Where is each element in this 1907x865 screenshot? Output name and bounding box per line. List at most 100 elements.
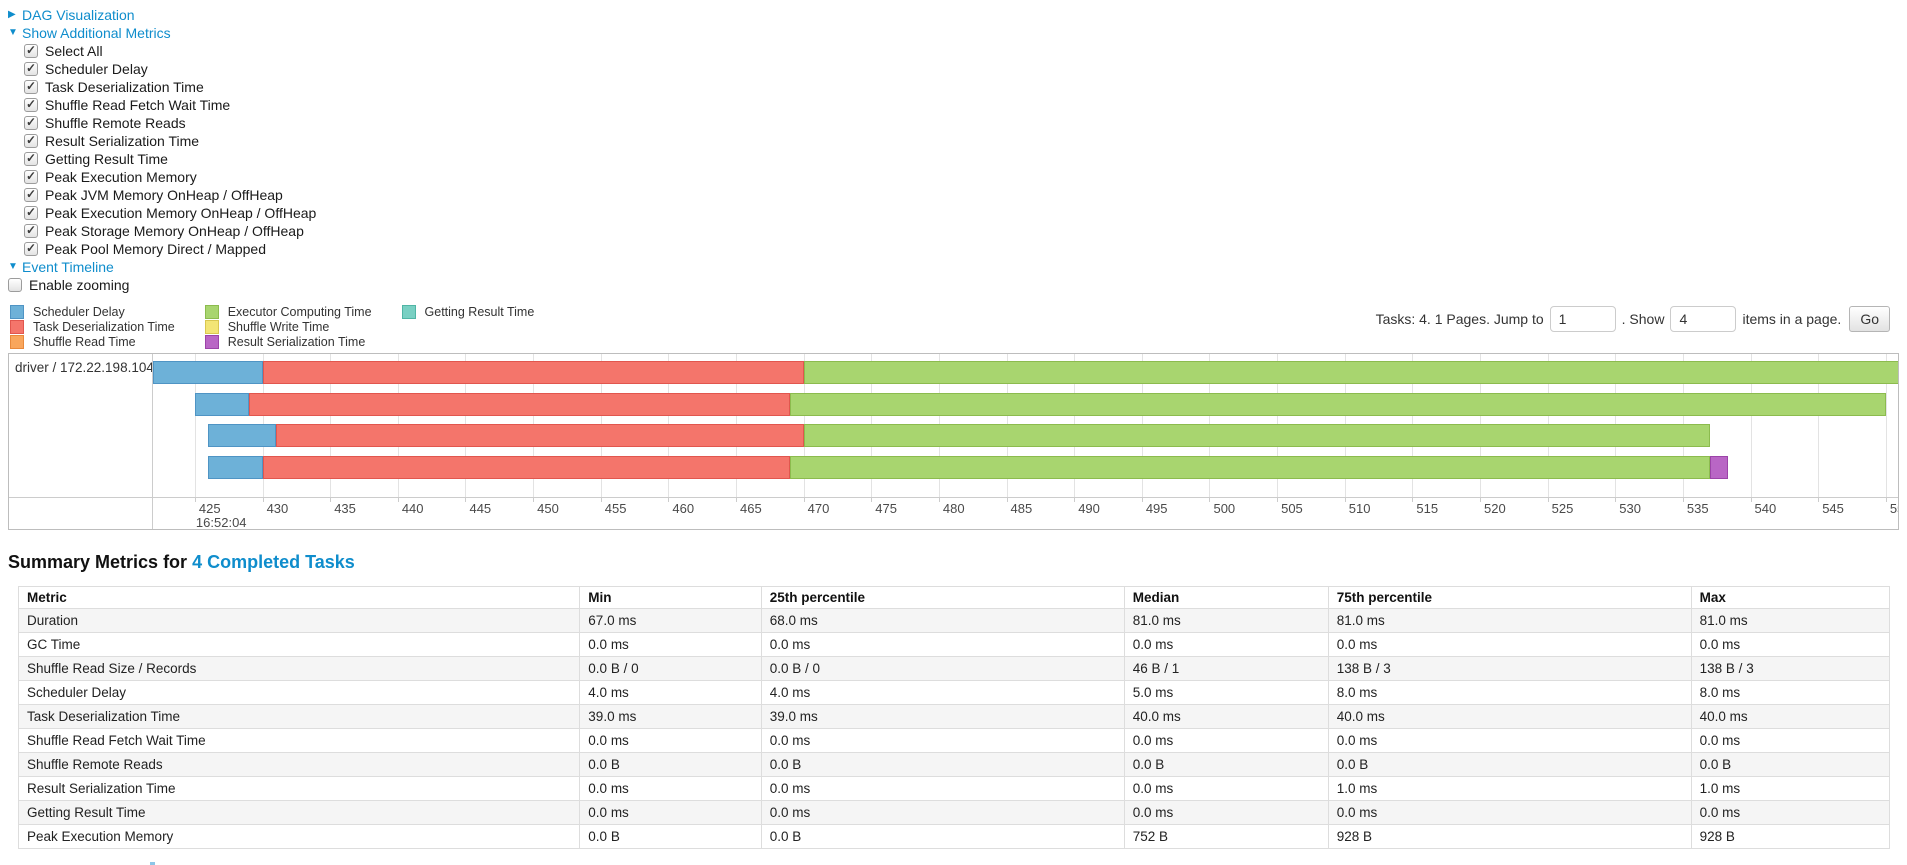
checkbox-result-serialization-time[interactable] <box>24 133 38 148</box>
checkbox-peak-execution-memory[interactable] <box>24 169 38 184</box>
jump-to-page-input[interactable] <box>1549 306 1616 332</box>
completed-tasks-link[interactable]: 4 Completed Tasks <box>192 552 355 572</box>
metric-name-cell: Scheduler Delay <box>17 680 581 705</box>
metric-value-cell-1: 0.0 ms <box>760 632 1125 657</box>
metric-value-cell-3: 138 B / 3 <box>1327 656 1692 681</box>
tick-mark-500 <box>1209 498 1211 502</box>
clipped-next-section <box>150 862 155 865</box>
legend-item-scheduler-delay: Scheduler Delay <box>10 304 175 319</box>
task-0-executor-computing-bar[interactable] <box>803 361 1898 384</box>
summary-header-metric: Metric <box>17 586 581 609</box>
metric-value-cell-3: 0.0 ms <box>1327 632 1692 657</box>
task-1-executor-computing-bar[interactable] <box>790 392 1886 416</box>
gridline-550 <box>1885 354 1887 497</box>
task-3-result-serialization-bar[interactable] <box>1709 455 1728 479</box>
checkbox-label-scheduler-delay[interactable]: Scheduler Delay <box>45 61 148 77</box>
task-2-scheduler-delay-bar[interactable] <box>208 424 277 447</box>
tick-mark-540 <box>1750 498 1752 502</box>
checkbox-peak-execution-memory-onheap-offheap[interactable] <box>24 205 38 220</box>
tick-mark-520 <box>1480 498 1481 502</box>
legend-label-task-deserialization: Task Deserialization Time <box>33 319 175 334</box>
summary-row-duration: Duration 67.0 ms 68.0 ms 81.0 ms 81.0 ms 81.0… <box>17 608 1891 633</box>
checkbox-label-peak-storage-memory-onheap-offheap[interactable]: Peak Storage Memory OnHeap / OffHeap <box>45 223 304 239</box>
task-3-executor-computing-bar[interactable] <box>790 455 1710 479</box>
metric-value-cell-1: 4.0 ms <box>760 680 1125 705</box>
checkbox-shuffle-remote-reads[interactable] <box>24 115 38 130</box>
timeline-group-column: driver / 172.22.198.104 <box>9 354 153 529</box>
metric-value-cell-3: 1.0 ms <box>1327 776 1692 801</box>
checkbox-scheduler-delay[interactable] <box>24 61 38 76</box>
metric-value-cell-3: 40.0 ms <box>1327 704 1692 729</box>
metric-value-cell-4: 0.0 ms <box>1690 728 1891 753</box>
checkbox-label-peak-pool-memory-direct-mapped[interactable]: Peak Pool Memory Direct / Mapped <box>45 241 266 257</box>
show-additional-metrics-toggle[interactable]: ▼ Show Additional Metrics <box>8 24 1907 42</box>
tick-mark-445 <box>465 498 467 502</box>
metric-name-cell: Shuffle Read Fetch Wait Time <box>17 728 581 753</box>
checkbox-peak-storage-memory-onheap-offheap[interactable] <box>24 223 38 238</box>
task-2-executor-computing-bar[interactable] <box>803 424 1710 447</box>
task-3-scheduler-delay-bar[interactable] <box>208 455 263 479</box>
event-timeline-toggle[interactable]: ▼ Event Timeline <box>8 258 1907 276</box>
checkbox-label-getting-result-time[interactable]: Getting Result Time <box>45 151 168 167</box>
checkbox-label-result-serialization-time[interactable]: Result Serialization Time <box>45 133 200 149</box>
tick-mark-455 <box>600 498 602 502</box>
executor-computing-swatch-icon <box>204 304 219 319</box>
tick-label-470: 470 <box>807 501 830 516</box>
checkbox-shuffle-read-fetch-wait-time[interactable] <box>24 97 38 112</box>
enable-zooming-label[interactable]: Enable zooming <box>29 277 130 293</box>
checkbox-label-peak-execution-memory-onheap-offheap[interactable]: Peak Execution Memory OnHeap / OffHeap <box>45 205 317 221</box>
scheduler-delay-swatch-icon <box>10 304 24 319</box>
shuffle-read-swatch-icon <box>10 334 24 349</box>
axis-major-time-label: 16:52:04 <box>195 515 247 530</box>
checkbox-task-deserialization-time[interactable] <box>24 79 38 94</box>
metric-name-cell: Getting Result Time <box>17 800 581 825</box>
tick-label-445: 445 <box>469 501 492 516</box>
checkbox-select-all[interactable] <box>24 43 38 58</box>
collapsed-arrow-icon: ▶ <box>8 9 16 20</box>
checkbox-peak-pool-memory-direct-mapped[interactable] <box>24 241 38 256</box>
tick-label-505: 505 <box>1281 501 1303 516</box>
legend-label-executor-computing: Executor Computing Time <box>227 304 372 319</box>
metric-value-cell-2: 81.0 ms <box>1123 608 1329 633</box>
tick-label-450: 450 <box>537 501 559 516</box>
go-button[interactable]: Go <box>1849 306 1890 332</box>
metric-name-cell: Task Deserialization Time <box>17 704 581 729</box>
tick-mark-485 <box>1006 498 1008 502</box>
checkbox-label-peak-execution-memory[interactable]: Peak Execution Memory <box>45 169 197 185</box>
metric-value-cell-0: 67.0 ms <box>579 608 762 633</box>
task-1-scheduler-delay-bar[interactable] <box>194 392 250 416</box>
checkbox-label-select-all[interactable]: Select All <box>45 43 103 59</box>
gridline-425 <box>194 354 196 497</box>
task-deserialization-swatch-icon <box>10 319 24 334</box>
pager-prefix-text: Tasks: 4. 1 Pages. Jump to <box>1375 311 1544 327</box>
summary-row-getting-result-time: Getting Result Time 0.0 ms 0.0 ms 0.0 ms 0.0… <box>17 800 1891 825</box>
expanded-arrow-icon: ▼ <box>8 261 18 272</box>
metric-value-cell-0: 0.0 ms <box>579 728 762 753</box>
enable-zooming-row: Enable zooming <box>8 276 1907 294</box>
checkbox-peak-jvm-memory-onheap-offheap[interactable] <box>24 187 38 202</box>
checkbox-label-peak-jvm-memory-onheap-offheap[interactable]: Peak JVM Memory OnHeap / OffHeap <box>45 187 283 203</box>
items-per-page-input[interactable] <box>1670 306 1737 332</box>
checkbox-label-shuffle-remote-reads[interactable]: Shuffle Remote Reads <box>45 115 186 131</box>
checkbox-label-shuffle-read-fetch-wait-time[interactable]: Shuffle Read Fetch Wait Time <box>45 97 231 113</box>
task-0-task-deserialization-bar[interactable] <box>262 361 804 384</box>
metric-checkbox-row-result-serialization-time: Result Serialization Time <box>24 132 1907 150</box>
timeline-legend: Scheduler Delay Task Deserialization Time… <box>10 304 534 349</box>
metric-value-cell-4: 8.0 ms <box>1690 680 1891 705</box>
tick-label-475: 475 <box>875 501 897 516</box>
tick-label-460: 460 <box>672 501 695 516</box>
expanded-arrow-icon: ▼ <box>8 27 18 38</box>
checkbox-getting-result-time[interactable] <box>24 151 38 166</box>
metric-value-cell-3: 0.0 ms <box>1327 728 1692 753</box>
tick-label-550: 550 <box>1889 501 1898 516</box>
dag-visualization-toggle[interactable]: ▶ DAG Visualization <box>8 6 1907 24</box>
task-1-task-deserialization-bar[interactable] <box>249 392 791 416</box>
task-3-task-deserialization-bar[interactable] <box>262 455 791 479</box>
task-2-task-deserialization-bar[interactable] <box>276 424 804 447</box>
legend-item-result-serialization: Result Serialization Time <box>204 334 372 349</box>
task-0-scheduler-delay-bar[interactable] <box>153 361 263 384</box>
legend-item-shuffle-read: Shuffle Read Time <box>10 334 175 349</box>
checkbox-label-task-deserialization-time[interactable]: Task Deserialization Time <box>45 79 204 95</box>
enable-zooming-checkbox[interactable] <box>8 278 22 292</box>
